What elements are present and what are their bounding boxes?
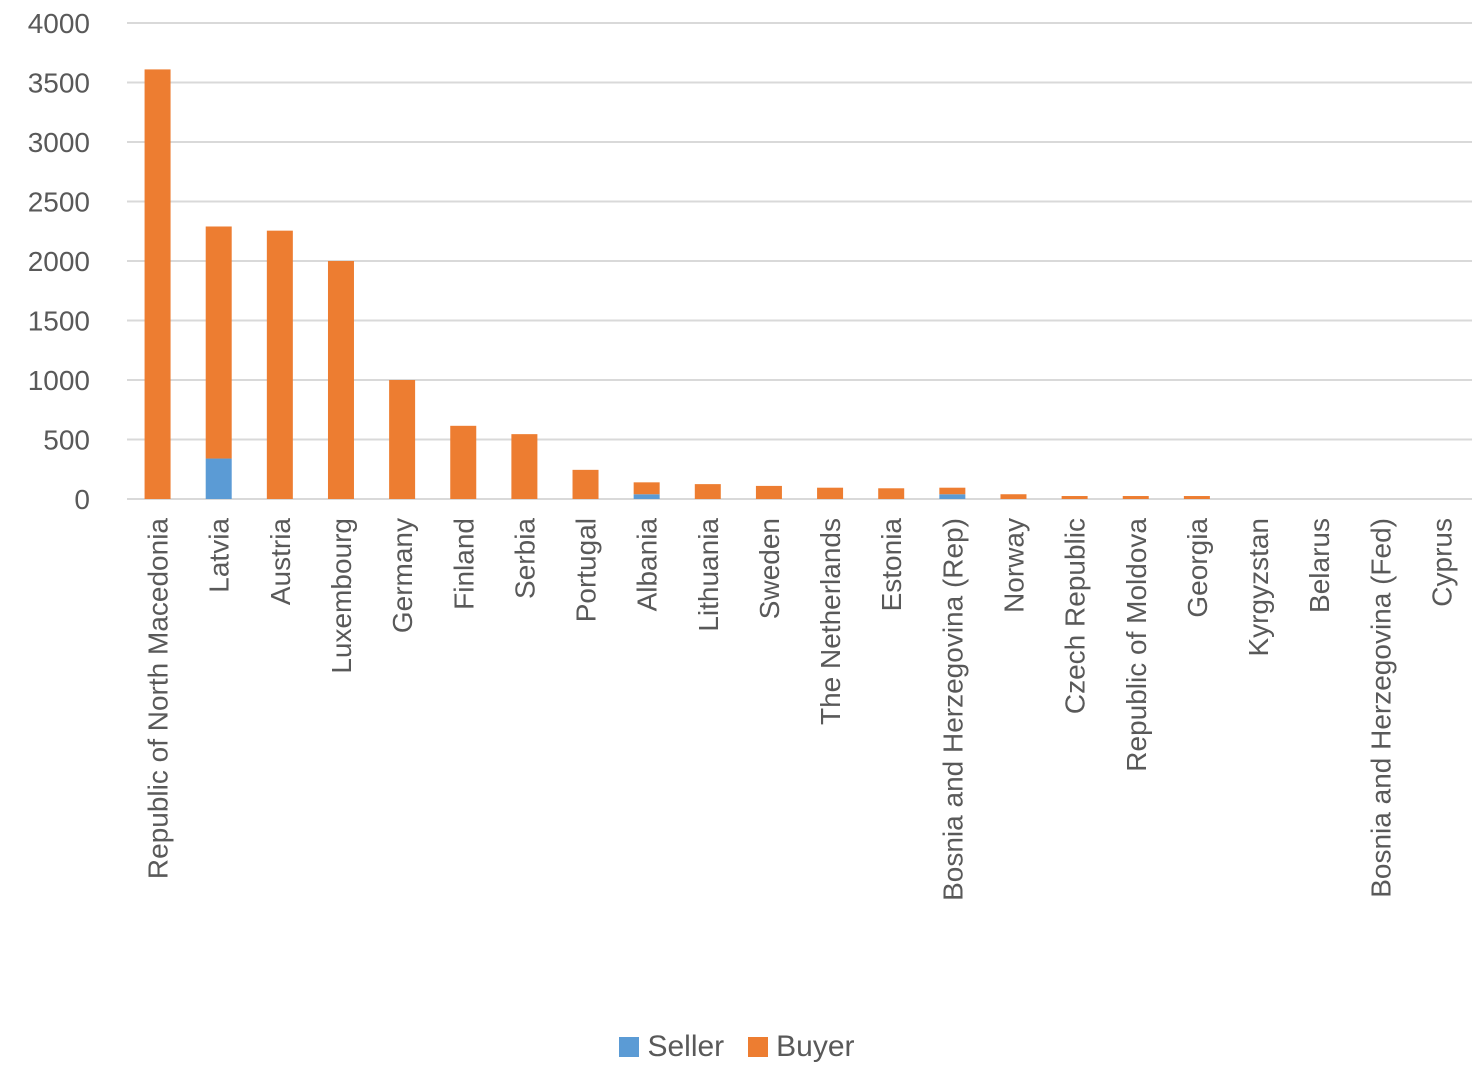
bar-buyer <box>1061 496 1088 499</box>
bar-buyer <box>389 380 416 499</box>
bar-seller <box>205 458 232 499</box>
bar-buyer <box>144 69 171 499</box>
legend-swatch-seller <box>619 1037 640 1057</box>
bar-buyer <box>511 434 538 499</box>
x-tick-label: Albania <box>632 518 663 612</box>
x-tick-label: Latvia <box>204 518 235 593</box>
legend-label-seller: Seller <box>647 1030 725 1063</box>
y-axis-ticks: 0 500 1000 1500 2000 2500 3000 3500 4000 <box>28 8 90 515</box>
bar-buyer <box>572 469 599 499</box>
y-tick-label: 2500 <box>28 187 90 218</box>
x-tick-label: Norway <box>998 518 1029 613</box>
legend-item-buyer: Buyer <box>748 1030 855 1064</box>
x-tick-label: Republic of Moldova <box>1121 518 1152 772</box>
y-tick-label: 3000 <box>28 127 90 158</box>
x-tick-label: Kyrgyzstan <box>1243 518 1274 657</box>
y-tick-label: 2000 <box>28 246 90 277</box>
legend-item-seller: Seller <box>619 1030 724 1064</box>
legend: Seller Buyer <box>0 1030 1474 1064</box>
x-tick-label: Bosnia and Herzegovina (Rep) <box>937 518 968 901</box>
legend-label-buyer: Buyer <box>776 1030 855 1063</box>
x-tick-label: The Netherlands <box>815 518 846 725</box>
x-tick-label: Bosnia and Herzegovina (Fed) <box>1365 518 1396 898</box>
bar-buyer <box>939 487 966 495</box>
y-tick-label: 1000 <box>28 365 90 396</box>
y-tick-label: 3500 <box>28 68 90 99</box>
bar-buyer <box>1000 494 1027 499</box>
x-tick-label: Cyprus <box>1426 518 1457 607</box>
bar-buyer <box>633 482 660 495</box>
x-tick-label: Serbia <box>509 518 540 599</box>
x-tick-label: Germany <box>387 518 418 633</box>
bar-seller <box>633 494 660 499</box>
x-tick-label: Estonia <box>876 518 907 612</box>
y-tick-label: 1500 <box>28 306 90 337</box>
x-tick-label: Georgia <box>1182 518 1213 618</box>
bar-buyer <box>327 261 354 499</box>
chart-svg: 0 500 1000 1500 2000 2500 3000 3500 4000 Republi… <box>28 8 1472 901</box>
bars <box>144 69 1210 499</box>
x-tick-label: Belarus <box>1304 518 1335 613</box>
x-tick-label: Republic of North Macedonia <box>143 518 174 880</box>
bar-buyer <box>1183 496 1210 499</box>
bar-buyer <box>450 425 477 499</box>
bar-buyer <box>878 488 905 499</box>
bar-seller <box>939 494 966 499</box>
bar-buyer <box>1122 496 1149 499</box>
legend-swatch-buyer <box>748 1037 769 1057</box>
x-tick-label: Austria <box>265 518 296 606</box>
x-tick-label: Sweden <box>754 518 785 619</box>
bar-buyer <box>694 484 721 499</box>
y-tick-label: 500 <box>43 425 90 456</box>
x-axis-ticks: Republic of North Macedonia Latvia Austria… <box>143 518 1458 901</box>
y-tick-label: 4000 <box>28 8 90 39</box>
x-tick-label: Luxembourg <box>326 518 357 674</box>
x-tick-label: Czech Republic <box>1060 518 1091 714</box>
bar-buyer <box>266 230 293 499</box>
x-tick-label: Finland <box>448 518 479 610</box>
bar-buyer <box>205 226 232 459</box>
y-tick-label: 0 <box>74 484 90 515</box>
bar-buyer <box>817 487 844 499</box>
bar-buyer <box>755 485 782 499</box>
x-tick-label: Portugal <box>571 518 602 622</box>
x-tick-label: Lithuania <box>693 518 724 632</box>
